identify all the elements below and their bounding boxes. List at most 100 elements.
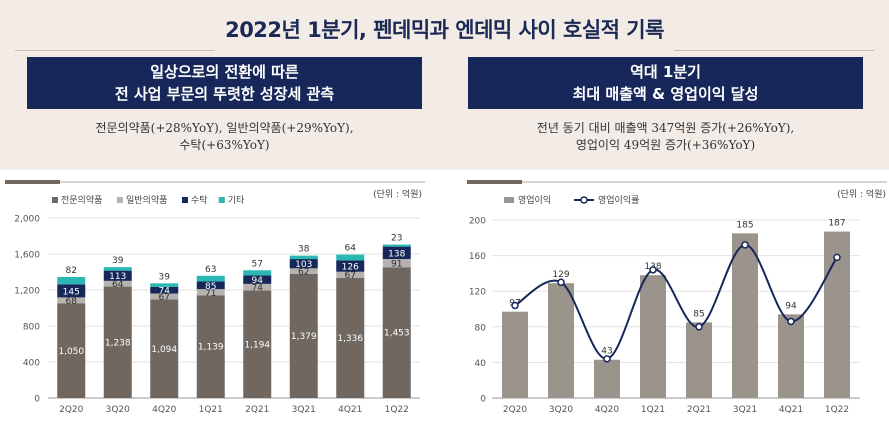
bar-3-5: [289, 255, 318, 260]
bar-0-3: [196, 295, 225, 398]
data-label-0-2: 1,094: [151, 345, 177, 355]
data-label-2-0: 145: [63, 287, 80, 297]
data-label-4: 85: [693, 309, 704, 319]
y-tick-label-0: 0: [480, 395, 486, 405]
data-label-2-7: 138: [388, 249, 405, 259]
legend-swatch-1: [117, 197, 123, 203]
y-tick-label-1: 40: [475, 359, 487, 369]
bar-0-7: [382, 267, 411, 398]
data-label-1-6: 67: [345, 271, 356, 281]
title-divider-left: [15, 50, 215, 51]
data-label-1-2: 67: [159, 293, 170, 303]
data-label-1-3: 71: [205, 289, 216, 299]
data-label-3-5: 38: [298, 245, 310, 255]
data-label-2-4: 94: [252, 276, 264, 286]
data-label-1-0: 68: [66, 297, 78, 307]
bar-3-1: [103, 267, 132, 271]
legend-swatch-3: [218, 197, 225, 203]
data-label-6: 94: [785, 301, 797, 311]
data-label-0-4: 1,194: [244, 340, 270, 350]
data-label-1: 129: [552, 270, 569, 280]
x-tick-label-5: 3Q21: [292, 405, 316, 415]
line-point-1: [557, 278, 565, 287]
legend-label-2: 수탁: [191, 194, 208, 206]
x-tick-label-7: 1Q22: [385, 405, 409, 415]
bar-3: [640, 275, 666, 398]
bar-1-4: [243, 283, 272, 291]
legend-label-1: 일반의약품: [126, 194, 167, 206]
left-description: 전문의약품(+28%YoY), 일반의약품(+29%YoY), 수탁(+63%Y…: [27, 120, 422, 154]
y-tick-label-1: 400: [23, 359, 40, 369]
right-panel-accent: [467, 180, 522, 184]
line-point-5: [741, 241, 749, 249]
legend-swatch-0: [52, 197, 58, 203]
unit-label: (단위 : 억원): [373, 188, 422, 200]
data-label-3-7: 23: [391, 234, 402, 244]
left-banner-line2: 전 사업 부문의 뚜렷한 성장세 관측: [114, 85, 335, 103]
data-label-5: 185: [736, 220, 753, 230]
data-label-2: 43: [601, 347, 612, 357]
y-tick-label-0: 0: [34, 395, 40, 405]
right-desc-line2: 영업이익 49억원 증가(+36%YoY): [575, 138, 756, 152]
bar-0-2: [150, 299, 179, 398]
summary-area: 2022년 1분기, 펜데믹과 엔데믹 사이 호실적 기록 일상으로의 전환에 …: [0, 0, 889, 170]
bar-1: [548, 283, 574, 398]
bar-2-7: [382, 246, 411, 260]
bar-1-7: [382, 259, 411, 268]
data-label-2-5: 103: [295, 260, 312, 270]
line-point-2: [603, 355, 611, 363]
bar-2-5: [289, 259, 318, 269]
bar-1-6: [336, 271, 365, 278]
y-tick-label-5: 2,000: [14, 215, 40, 225]
line-point-7: [833, 253, 841, 262]
data-label-1-5: 62: [298, 268, 309, 278]
x-tick-label-4: 2Q21: [245, 405, 269, 415]
line-point-3: [649, 266, 657, 274]
data-label-3-1: 39: [112, 256, 124, 266]
bar-2: [594, 359, 620, 398]
x-tick-label-5: 3Q21: [733, 405, 757, 415]
bar-6: [778, 314, 804, 398]
bar-3-7: [382, 244, 411, 247]
data-label-1-4: 74: [252, 284, 264, 294]
legend-label-bar: 영업이익: [518, 194, 551, 206]
bar-2-6: [336, 260, 365, 272]
y-tick-label-5: 200: [469, 217, 486, 227]
x-tick-label-2: 4Q20: [152, 405, 177, 415]
line-point-0: [511, 301, 519, 310]
bar-2-2: [150, 286, 179, 294]
data-label-2-1: 113: [109, 272, 126, 282]
left-desc-line2: 수탁(+63%YoY): [179, 138, 270, 152]
bar-4: [686, 322, 712, 398]
bar-0-4: [243, 290, 272, 398]
left-panel-accent: [5, 180, 60, 184]
data-label-2-2: 74: [159, 287, 171, 297]
bar-1-1: [103, 280, 132, 287]
data-label-0-1: 1,238: [105, 338, 131, 348]
bar-3-3: [196, 275, 225, 282]
right-banner-line1: 역대 1분기: [630, 63, 701, 81]
x-tick-label-0: 2Q20: [59, 405, 84, 415]
bar-1-3: [196, 289, 225, 296]
bar-2-4: [243, 275, 272, 284]
x-tick-label-6: 4Q21: [338, 405, 362, 415]
left-banner: 일상으로의 전환에 따른 전 사업 부문의 뚜렷한 성장세 관측: [27, 57, 422, 109]
legend-swatch-bar: [504, 197, 514, 203]
bar-0-0: [57, 303, 86, 398]
bar-0: [502, 311, 528, 398]
bar-3-0: [57, 276, 86, 285]
bar-5: [732, 233, 758, 398]
legend-label-line: 영업이익률: [598, 194, 639, 206]
bar-0-5: [289, 273, 318, 398]
legend-swatch-2: [182, 197, 188, 203]
title-divider-right: [674, 50, 874, 51]
bar-0-1: [103, 286, 132, 398]
y-tick-label-2: 800: [23, 323, 40, 333]
data-label-2-3: 85: [205, 282, 216, 292]
y-tick-label-3: 1,200: [14, 287, 40, 297]
data-label-3-4: 57: [252, 259, 263, 269]
x-tick-label-2: 4Q20: [595, 405, 620, 415]
bar-2-0: [57, 284, 86, 298]
x-tick-label-1: 3Q20: [106, 405, 131, 415]
line-point-6: [787, 317, 795, 326]
